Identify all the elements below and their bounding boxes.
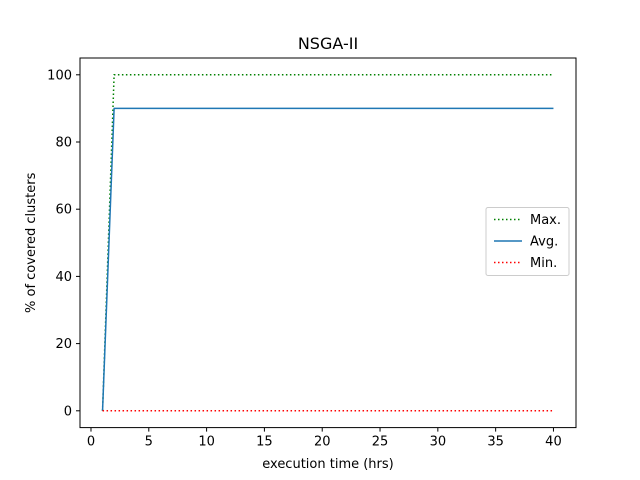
y-axis-label: % of covered clusters <box>24 172 39 313</box>
y-tick-label-5: 100 <box>47 68 72 83</box>
series-line-avg <box>101 107 554 411</box>
y-tick-label-0: 0 <box>64 404 72 419</box>
y-tick-label-4: 80 <box>55 136 72 151</box>
series-layer <box>101 74 554 412</box>
x-axis-label: execution time (hrs) <box>262 457 394 472</box>
y-tick-label-1: 20 <box>55 337 72 352</box>
plot-frame <box>79 57 577 429</box>
x-tick-label-0: 0 <box>87 435 95 450</box>
chart-title: NSGA-II <box>298 34 358 53</box>
y-tick-label-3: 60 <box>55 203 72 218</box>
x-tick-label-7: 35 <box>487 435 504 450</box>
legend-label-min: Min. <box>530 256 557 271</box>
x-tick-label-3: 15 <box>256 435 273 450</box>
x-tick-label-6: 30 <box>430 435 447 450</box>
legend-label-max: Max. <box>530 213 561 228</box>
y-tick-label-2: 40 <box>55 270 72 285</box>
legend-label-avg: Avg. <box>530 235 558 250</box>
x-tick-label-1: 5 <box>145 435 153 450</box>
x-tick-label-8: 40 <box>545 435 562 450</box>
legend: Max. Avg. Min. <box>485 207 570 276</box>
x-tick-label-2: 10 <box>198 435 215 450</box>
legend-box <box>485 207 570 276</box>
x-tick-label-5: 25 <box>372 435 389 450</box>
ticks-layer: 0 5 10 15 20 25 30 35 40 0 20 40 60 80 100 <box>47 68 562 449</box>
x-tick-label-4: 20 <box>314 435 331 450</box>
